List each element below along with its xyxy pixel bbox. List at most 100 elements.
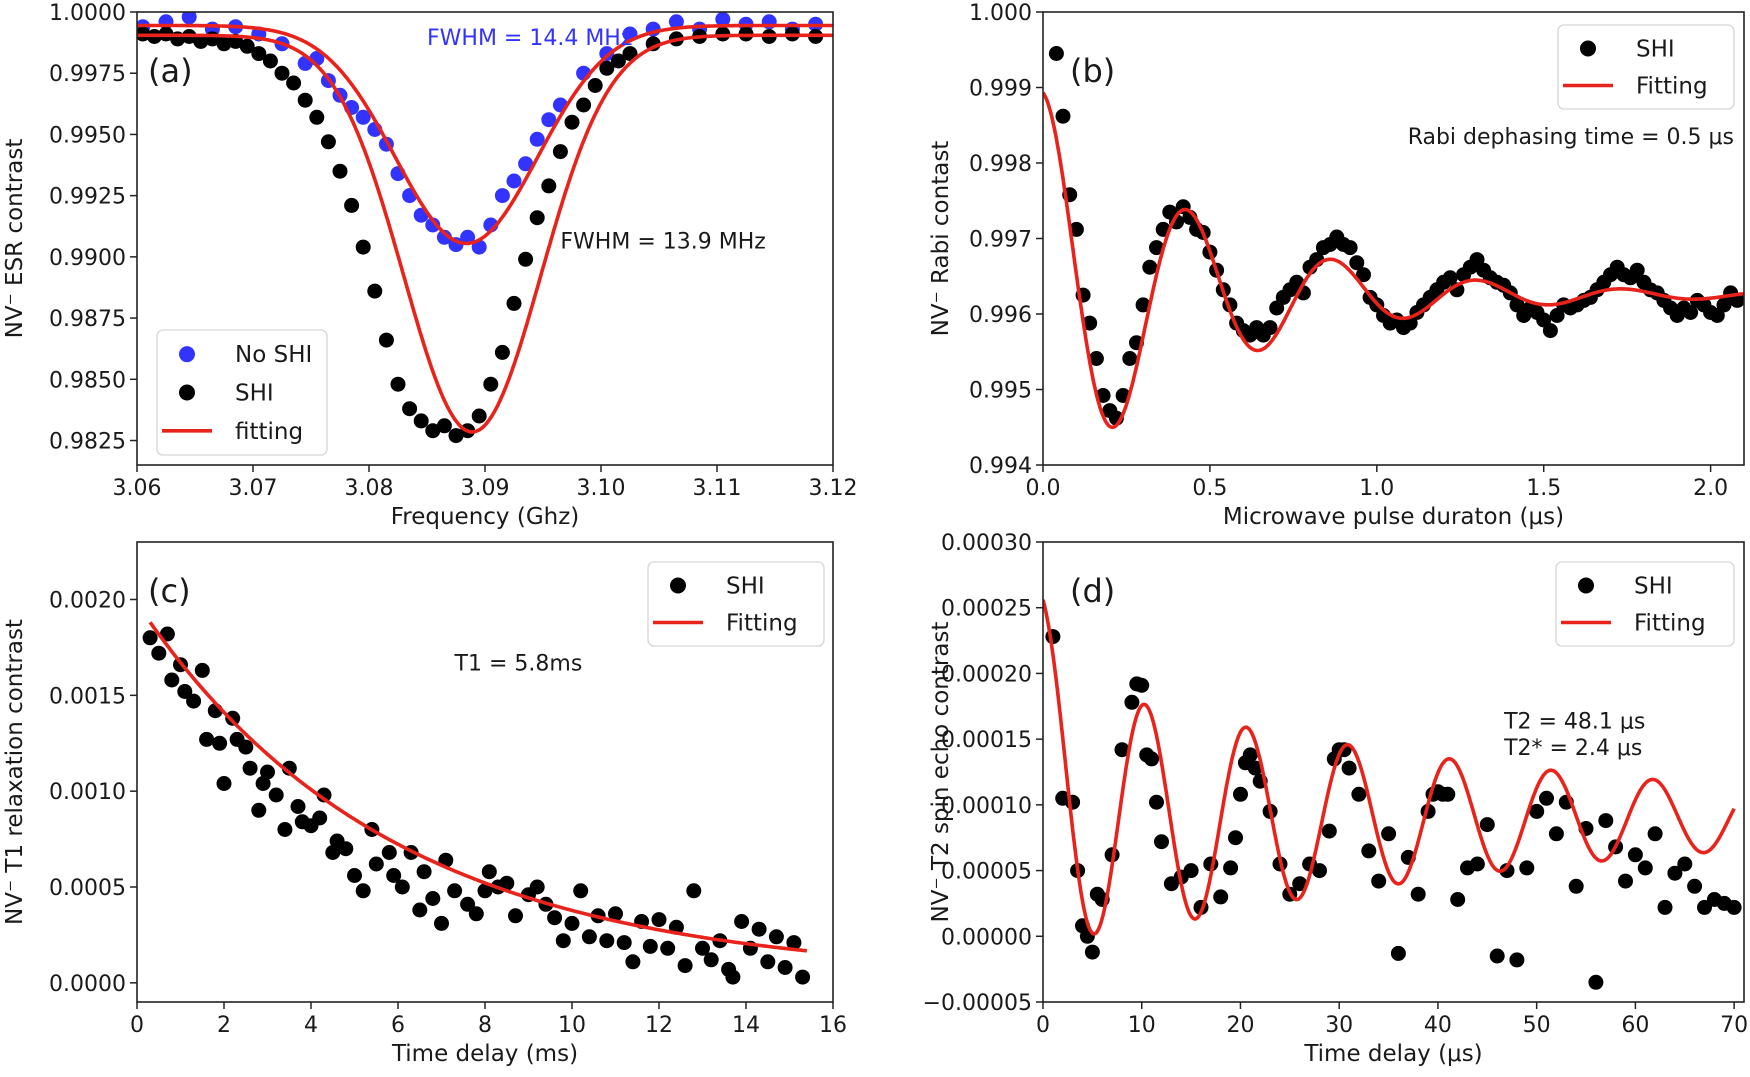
data-point xyxy=(355,883,371,899)
data-point xyxy=(1618,873,1633,889)
y-tick-label: 0.0005 xyxy=(49,876,126,901)
data-point xyxy=(1233,786,1248,802)
x-tick-label: 0 xyxy=(130,1013,144,1038)
data-point xyxy=(1683,305,1699,320)
data-point xyxy=(413,413,429,429)
data-point xyxy=(1213,889,1229,905)
x-tick-label: 6 xyxy=(391,1013,405,1038)
x-tick-label: 30 xyxy=(1325,1013,1353,1038)
legend-label: No SHI xyxy=(235,342,312,368)
data-point xyxy=(1124,694,1140,710)
data-point xyxy=(1321,823,1337,839)
data-point xyxy=(573,883,589,899)
data-point xyxy=(1262,320,1278,336)
data-point xyxy=(1667,865,1683,881)
legend-label: SHI xyxy=(235,381,274,407)
data-point xyxy=(518,156,534,172)
x-tick-label: 12 xyxy=(645,1013,673,1038)
data-point xyxy=(1247,760,1263,776)
panel-c: 0 2 4 6 8 10 12 14 16 0.0000 0.0005 0.0010 0.0015 0.0… xyxy=(2,541,847,1067)
data-point xyxy=(1149,240,1164,256)
data-point xyxy=(1144,751,1160,767)
data-point xyxy=(286,75,302,91)
data-point xyxy=(225,710,241,726)
data-point xyxy=(1381,826,1397,842)
legend-label: SHI xyxy=(1634,574,1673,600)
data-point xyxy=(251,802,267,818)
panel-label: (d) xyxy=(1070,572,1115,610)
y-tick-label: 0.996 xyxy=(969,303,1032,328)
legend-label: Fitting xyxy=(1634,611,1706,637)
data-point xyxy=(164,672,180,688)
x-tick-label: 0 xyxy=(1036,1013,1050,1038)
data-point xyxy=(760,954,776,970)
data-point xyxy=(1228,830,1243,846)
y-tick-label: 0.9975 xyxy=(49,62,126,87)
y-tick-label: 0.995 xyxy=(969,379,1032,404)
data-point xyxy=(1509,952,1525,968)
annotation: T1 = 5.8ms xyxy=(454,651,583,676)
data-point xyxy=(660,940,676,956)
data-point xyxy=(177,684,193,699)
annotation: FWHM = 14.4 MHz xyxy=(427,26,632,51)
data-point xyxy=(1598,813,1614,829)
data-point xyxy=(1361,843,1377,859)
x-tick-label: 3.07 xyxy=(229,476,278,501)
data-point xyxy=(416,864,432,880)
data-point xyxy=(506,173,522,189)
y-tick-label: 0.0020 xyxy=(49,589,126,614)
data-point xyxy=(1657,899,1673,915)
data-point xyxy=(355,109,371,125)
data-point xyxy=(1068,221,1084,237)
data-point xyxy=(277,822,293,837)
y-tick-label: 0.00010 xyxy=(941,794,1032,819)
x-tick-label: 50 xyxy=(1523,1013,1551,1038)
data-point xyxy=(212,735,228,751)
data-point xyxy=(1048,46,1064,61)
data-point xyxy=(251,46,267,62)
y-tick-label: 0.0000 xyxy=(49,972,126,997)
x-tick-label: 4 xyxy=(304,1013,318,1038)
data-point xyxy=(1647,826,1663,842)
data-point xyxy=(481,864,497,880)
data-point xyxy=(564,114,580,130)
x-axis-label: Frequency (Ghz) xyxy=(391,504,580,530)
legend-label: SHI xyxy=(726,574,765,600)
x-tick-label: 40 xyxy=(1424,1013,1452,1038)
x-tick-label: 0.5 xyxy=(1192,476,1227,501)
panel-label: (a) xyxy=(148,52,193,90)
data-point xyxy=(1390,945,1406,961)
data-point xyxy=(1637,860,1653,876)
data-point xyxy=(1542,323,1558,339)
x-axis-label: Microwave pulse duraton (μs) xyxy=(1223,504,1564,530)
x-tick-label: 3.11 xyxy=(693,476,742,501)
y-tick-label: 0.00025 xyxy=(941,597,1032,622)
panel-label: (b) xyxy=(1070,52,1115,90)
data-point xyxy=(1134,677,1150,693)
legend-label: SHI xyxy=(1636,37,1675,63)
data-point xyxy=(616,935,632,951)
data-point xyxy=(425,423,441,439)
data-point xyxy=(1114,742,1130,758)
legend-marker xyxy=(179,384,195,401)
fit-line xyxy=(1043,599,1736,936)
data-point xyxy=(576,97,592,113)
data-point xyxy=(216,776,232,791)
data-point xyxy=(703,952,719,968)
x-tick-label: 3.12 xyxy=(809,476,858,501)
data-point xyxy=(677,958,693,974)
x-tick-label: 10 xyxy=(1128,1013,1156,1038)
data-point xyxy=(1726,899,1742,915)
x-tick-label: 70 xyxy=(1720,1013,1748,1038)
data-point xyxy=(1499,863,1515,879)
data-point xyxy=(506,295,522,311)
data-point xyxy=(434,915,449,931)
x-tick-label: 3.08 xyxy=(345,476,394,501)
x-tick-label: 14 xyxy=(732,1013,760,1038)
data-point xyxy=(238,739,254,755)
data-point xyxy=(390,376,406,392)
data-point xyxy=(529,210,545,226)
panel-a: 3.06 3.07 3.08 3.09 3.10 3.11 3.12 0.9825 0.9850… xyxy=(2,1,857,530)
y-tick-label: 0.997 xyxy=(969,228,1032,253)
markers-c xyxy=(142,626,811,985)
